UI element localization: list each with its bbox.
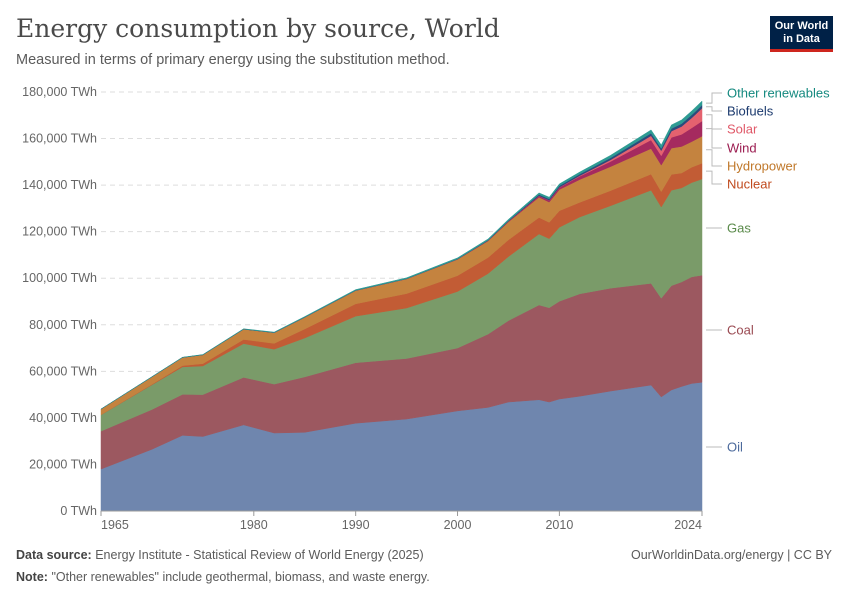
legend-label-nuclear[interactable]: Nuclear <box>727 177 772 192</box>
note: Note: "Other renewables" include geother… <box>16 570 430 584</box>
x-tick-label: 1990 <box>342 518 370 532</box>
y-tick-label: 80,000 TWh <box>29 318 97 332</box>
legend-connector <box>706 128 722 149</box>
y-tick-label: 140,000 TWh <box>22 178 97 192</box>
legend-connector <box>706 149 722 167</box>
x-tick-label: 2010 <box>545 518 573 532</box>
owid-logo[interactable]: Our World in Data <box>770 16 833 52</box>
data-source: Data source: Energy Institute - Statisti… <box>16 548 424 562</box>
chart-title: Energy consumption by source, World <box>16 14 500 43</box>
legend-label-biofuels[interactable]: Biofuels <box>727 104 774 119</box>
y-tick-label: 120,000 TWh <box>22 225 97 239</box>
y-tick-label: 0 TWh <box>60 504 97 518</box>
legend-connector <box>706 170 722 185</box>
y-tick-label: 180,000 TWh <box>22 85 97 99</box>
legend-label-coal[interactable]: Coal <box>727 323 754 338</box>
x-tick-label: 1980 <box>240 518 268 532</box>
x-tick-label: 2000 <box>444 518 472 532</box>
note-label: Note: <box>16 570 48 584</box>
legend-connector <box>706 114 722 130</box>
legend-label-other-renewables[interactable]: Other renewables <box>727 86 830 101</box>
legend-label-oil[interactable]: Oil <box>727 440 743 455</box>
source-label: Data source: <box>16 548 92 562</box>
y-tick-label: 100,000 TWh <box>22 271 97 285</box>
y-tick-label: 20,000 TWh <box>29 457 97 471</box>
y-tick-label: 60,000 TWh <box>29 364 97 378</box>
legend-label-solar[interactable]: Solar <box>727 122 758 137</box>
x-tick-label: 2024 <box>674 518 702 532</box>
y-tick-label: 160,000 TWh <box>22 132 97 146</box>
area-other-renewables[interactable] <box>100 100 703 410</box>
license-link[interactable]: OurWorldinData.org/energy | CC BY <box>630 548 832 562</box>
chart-subtitle: Measured in terms of primary energy usin… <box>16 52 450 68</box>
legend-connector <box>706 92 722 104</box>
note-text: "Other renewables" include geothermal, b… <box>51 570 430 584</box>
source-text[interactable]: Energy Institute - Statistical Review of… <box>95 548 424 562</box>
legend-label-hydropower[interactable]: Hydropower <box>727 159 798 174</box>
legend-label-wind[interactable]: Wind <box>727 141 757 156</box>
y-tick-label: 40,000 TWh <box>29 411 97 425</box>
x-tick-label: 1965 <box>101 518 129 532</box>
legend-connector <box>706 106 722 112</box>
legend-label-gas[interactable]: Gas <box>727 221 751 236</box>
